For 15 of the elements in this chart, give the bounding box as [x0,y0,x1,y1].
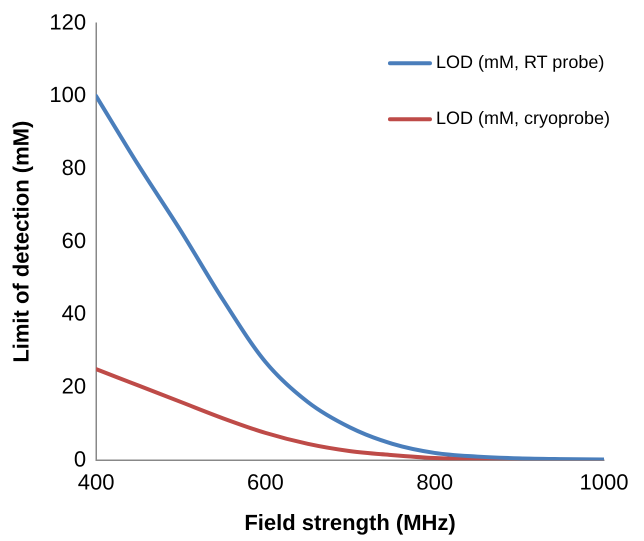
y-tick-label: 100 [49,82,86,108]
legend-label: LOD (mM, RT probe) [436,52,604,72]
y-tick-label: 120 [49,9,86,34]
y-tick-label: 0 [74,446,86,472]
y-axis-title: Limit of detection (mM) [8,120,34,363]
x-tick-label: 1000 [580,469,628,494]
x-axis-title: Field strength (MHz) [244,510,456,535]
x-tick-label: 600 [247,469,284,494]
x-tick-label: 400 [78,469,114,494]
x-tick-label: 800 [416,469,454,494]
legend-label: LOD (mM, cryoprobe) [436,108,610,128]
y-tick-label: 20 [62,373,86,398]
y-tick-label: 80 [62,154,86,180]
y-tick-label: 60 [62,228,86,253]
y-tick-label: 40 [62,300,86,326]
